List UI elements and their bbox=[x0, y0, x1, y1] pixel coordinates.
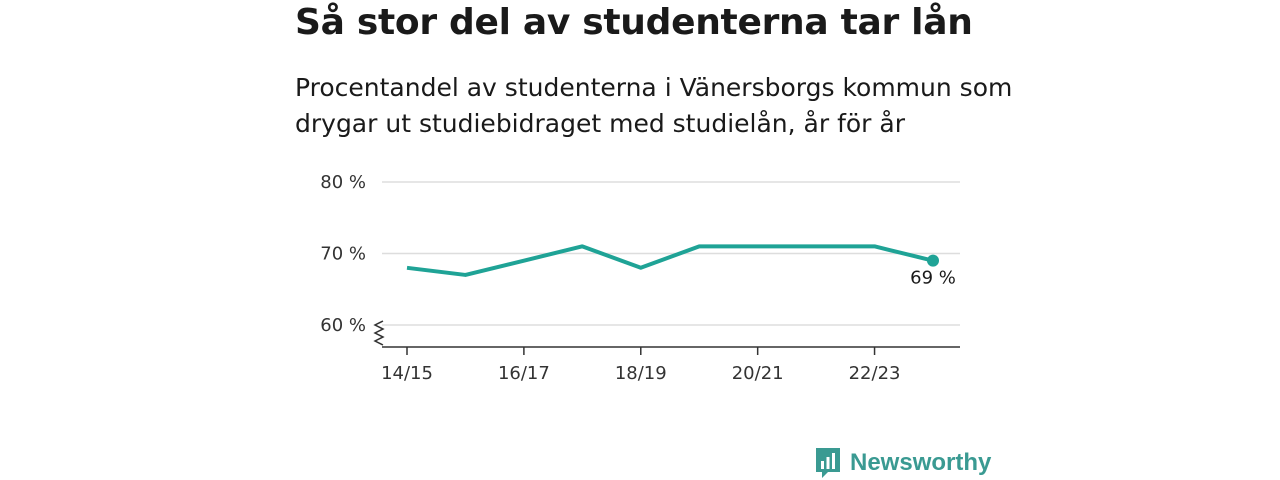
x-tick-label: 16/17 bbox=[498, 363, 550, 384]
y-tick-label: 60 % bbox=[320, 315, 366, 336]
newsworthy-logo: Newsworthy bbox=[814, 446, 991, 480]
bar-chart-logo-icon bbox=[816, 448, 840, 478]
y-axis-ticks: 60 % 70 % 80 % bbox=[320, 172, 366, 336]
x-tick-label: 18/19 bbox=[615, 363, 667, 384]
y-tick-label: 70 % bbox=[320, 244, 366, 265]
brand-name: Newsworthy bbox=[850, 449, 992, 476]
chart-subtitle: Procentandel av studenterna i Vänersborg… bbox=[295, 73, 1013, 138]
x-tick-label: 22/23 bbox=[849, 363, 901, 384]
gridlines bbox=[382, 181, 960, 326]
chart-title: Så stor del av studenterna tar lån bbox=[295, 2, 973, 43]
y-tick-label: 80 % bbox=[320, 172, 366, 193]
axis-break-icon bbox=[373, 320, 385, 346]
end-value-label: 69 % bbox=[910, 268, 956, 289]
end-point bbox=[927, 254, 939, 267]
series-line bbox=[406, 244, 934, 277]
x-tick-label: 20/21 bbox=[732, 363, 784, 384]
x-tick-label: 14/15 bbox=[381, 363, 433, 384]
x-axis-ticks: 14/15 16/17 18/19 20/21 22/23 bbox=[381, 347, 900, 384]
